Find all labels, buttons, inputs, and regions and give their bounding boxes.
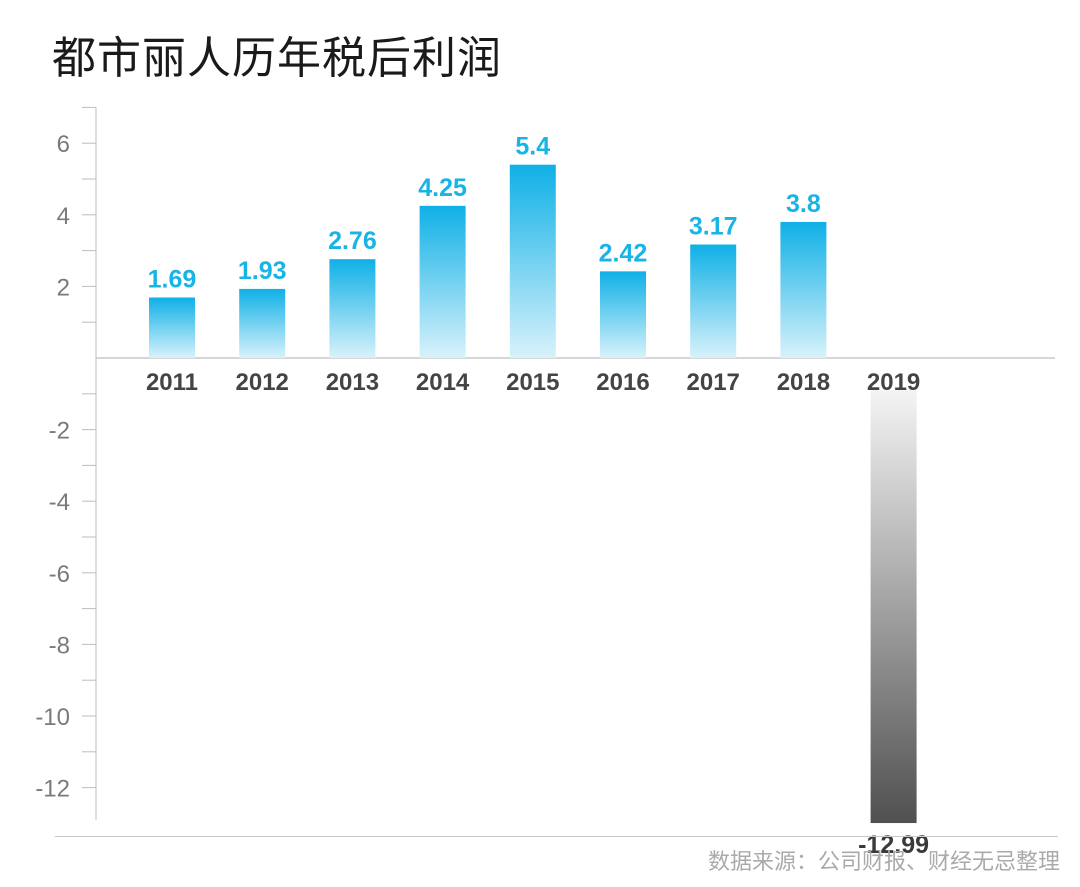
- footer-divider: [55, 836, 1058, 837]
- y-tick-label: -12: [35, 776, 70, 803]
- category-label: 2011: [146, 369, 198, 396]
- bar: [419, 205, 466, 358]
- bar: [780, 221, 827, 358]
- category-label: 2015: [506, 369, 559, 396]
- y-tick-label: 6: [57, 131, 70, 158]
- category-label: 2012: [236, 369, 289, 396]
- value-label: 2.76: [328, 227, 377, 255]
- value-label: 5.4: [515, 133, 550, 161]
- category-label: 2018: [777, 369, 830, 396]
- value-label: 2.42: [599, 239, 648, 267]
- value-label: -12.99: [858, 831, 929, 859]
- value-label: 3.17: [689, 213, 738, 241]
- bar: [509, 164, 556, 358]
- category-label: 2013: [326, 369, 379, 396]
- y-tick-label: 4: [57, 203, 70, 230]
- value-label: 4.25: [418, 174, 467, 202]
- axis-layer: 6 4 2 -2 -4 -6 -8 -10 -12: [35, 106, 1055, 820]
- bar-layer: [149, 164, 917, 824]
- y-tick-label: -10: [35, 704, 70, 731]
- bar: [239, 288, 286, 358]
- source-note: 数据来源：公司财报、财经无忌整理: [707, 850, 1060, 875]
- value-label: 1.93: [238, 257, 287, 285]
- bar: [690, 244, 737, 358]
- category-label: 2019: [867, 369, 920, 396]
- value-label: 3.8: [786, 190, 821, 218]
- chart-title: 都市丽人历年税后利润: [52, 33, 502, 84]
- category-label: 2014: [416, 369, 470, 396]
- y-tick-label: 2: [57, 274, 70, 301]
- bar: [329, 259, 376, 358]
- y-tick-label: -2: [49, 418, 70, 445]
- y-tick-label: -8: [49, 632, 70, 659]
- value-label: 1.69: [148, 265, 197, 293]
- category-label: 2016: [596, 369, 649, 396]
- label-layer: 1.69 2011 1.93 2012 2.76 2013 4.25 2014 5.4 2015 2…: [146, 133, 929, 859]
- y-tick-label: -6: [49, 561, 70, 588]
- bar: [870, 390, 917, 824]
- bar: [600, 271, 646, 358]
- bar: [149, 297, 195, 358]
- y-tick-label: -4: [49, 489, 70, 516]
- category-label: 2017: [687, 369, 740, 396]
